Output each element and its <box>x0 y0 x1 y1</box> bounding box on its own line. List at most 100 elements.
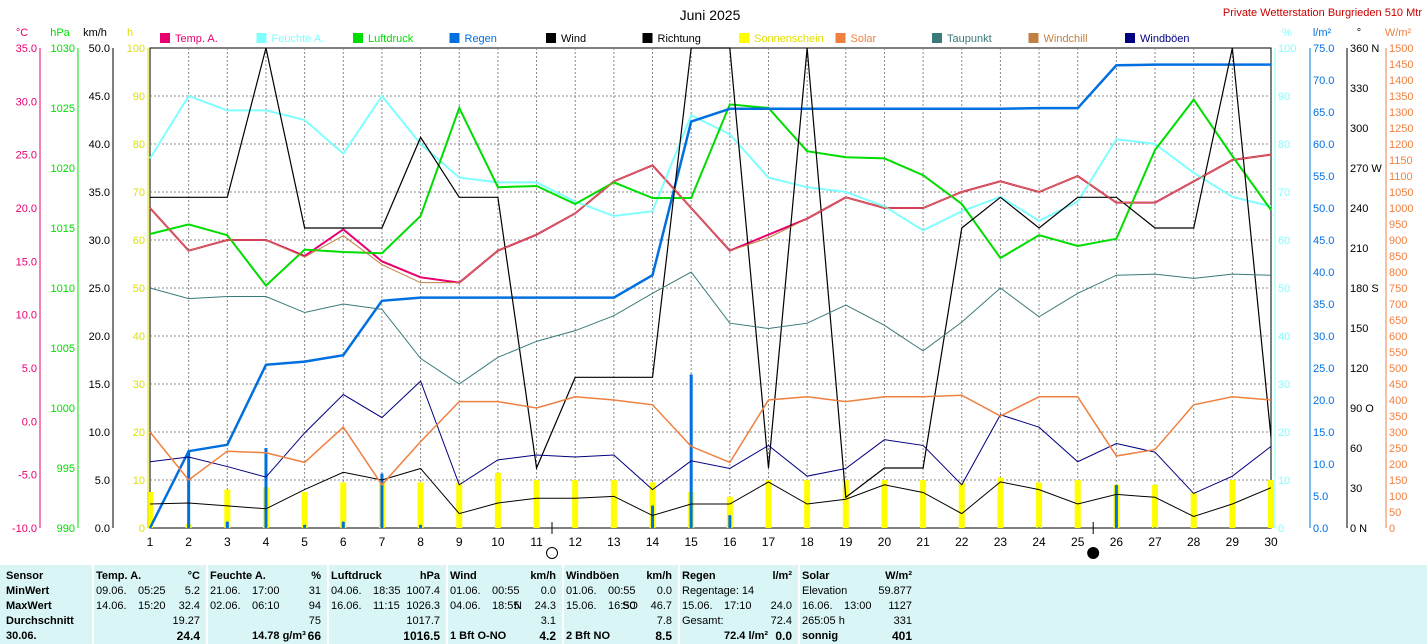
stats-cell: 14.78 g/m³ <box>252 630 306 642</box>
x-tick-label: 14 <box>646 535 660 549</box>
x-tick-label: 11 <box>530 535 543 549</box>
stats-value: 8.5 <box>655 629 672 643</box>
legend-swatch-gusts <box>1125 33 1135 43</box>
legend-swatch-windchill <box>1028 33 1039 43</box>
temp-tick-label: 35.0 <box>16 43 37 55</box>
sunshine-bar <box>1268 480 1274 528</box>
stats-header-label: Temp. A. <box>96 570 142 582</box>
stats-header: Temp. A. °C <box>94 569 206 584</box>
sunshine-bar <box>765 480 772 528</box>
temp-unit: °C <box>16 27 28 39</box>
stats-cell: 16:50 <box>608 600 636 612</box>
direction-tick-label: 360 N <box>1350 43 1379 55</box>
humidity-tick-label: 70 <box>1278 187 1290 199</box>
stats-cell: 09.06. <box>96 585 127 597</box>
solar-tick-label: 500 <box>1389 363 1407 375</box>
stats-cell: sonnig <box>802 630 839 642</box>
stats-row-label: MaxWert <box>6 600 52 612</box>
x-tick-label: 4 <box>263 535 270 549</box>
rain-bar <box>1114 485 1118 528</box>
x-tick-label: 12 <box>569 535 583 549</box>
rain-tick-label: 35.0 <box>1313 299 1334 311</box>
stats-value: 1016.5 <box>403 629 440 643</box>
stats-value: 1127 <box>888 600 912 612</box>
legend-label-direction: Richtung <box>658 33 701 45</box>
rain-tick-label: 65.0 <box>1313 107 1334 119</box>
stats-cell: 2 Bft NO <box>566 630 610 642</box>
sunshine-bar <box>1036 482 1043 528</box>
rain-bar <box>689 374 693 528</box>
moon-phases <box>546 522 1100 559</box>
rain-tick-label: 50.0 <box>1313 203 1334 215</box>
solar-tick-label: 600 <box>1389 331 1407 343</box>
legend-swatch-sunshine <box>739 33 749 43</box>
pressure-tick-label: 1025 <box>51 103 75 115</box>
stats-row-label: MinWert <box>6 585 50 597</box>
legend-label-windchill: Windchill <box>1044 33 1088 45</box>
humidity-tick-label: 10 <box>1278 475 1290 487</box>
direction-tick-label: 150 <box>1350 323 1368 335</box>
stats-cell: 13:00 <box>844 600 872 612</box>
stats-value: 1007.4 <box>406 585 440 597</box>
sunshine-bar <box>1152 484 1159 528</box>
sunshine-tick-label: 60 <box>133 235 145 247</box>
direction-tick-label: 210 <box>1350 243 1368 255</box>
sunshine-bar <box>340 482 347 528</box>
stats-cell: 02.06. <box>210 600 241 612</box>
sunshine-tick-label: 20 <box>133 427 145 439</box>
sunshine-tick-label: 80 <box>133 139 145 151</box>
stats-value: 24.0 <box>770 600 792 612</box>
sunshine-bar <box>417 482 424 528</box>
stats-row: 75 <box>208 614 327 629</box>
rain-bar <box>341 521 345 528</box>
stats-column-4: Wind km/h 01.06. 00:55 0.0 04.06. 18:55 N 24.3 3.… <box>446 565 562 644</box>
full-moon-icon <box>546 547 559 559</box>
x-tick-label: 9 <box>456 535 463 549</box>
pressure-tick-label: 995 <box>57 463 75 475</box>
temp-tick-label: 5.0 <box>22 363 37 375</box>
sunshine-bar <box>649 482 656 528</box>
humidity-tick-label: 80 <box>1278 139 1290 151</box>
stats-row: 21.06. 17:00 31 <box>208 584 327 599</box>
rain-bar <box>728 515 732 528</box>
chart-legend: Temp. A. Feuchte A. Luftdruck Regen Wind Rich… <box>160 33 1190 45</box>
stats-value: 0.0 <box>540 585 556 597</box>
direction-tick-label: 120 <box>1350 363 1368 375</box>
stats-column-7: Solar W/m² Elevation 59.877 16.06. 13:00 1127 2… <box>798 565 918 644</box>
x-tick-label: 25 <box>1071 535 1085 549</box>
sunshine-bar <box>147 492 153 528</box>
stats-row: 19.27 <box>94 614 206 629</box>
sunshine-bar <box>456 482 463 528</box>
rain-tick-label: 75.0 <box>1313 43 1334 55</box>
x-tick-label: 1 <box>147 535 154 549</box>
pressure-tick-label: 1015 <box>51 223 75 235</box>
solar-tick-label: 50 <box>1389 507 1401 519</box>
rain-bar <box>419 524 423 528</box>
solar-tick-label: 0 <box>1389 523 1395 535</box>
legend-label-rain: Regen <box>465 33 497 45</box>
statistics-panel: Sensor MinWert MaxWert Durchschnitt 30.06. Te… <box>0 565 1427 644</box>
stats-cell: Regentage: 14 <box>682 585 755 597</box>
direction-tick-label: 180 S <box>1350 283 1379 295</box>
sunshine-bar <box>224 489 231 528</box>
solar-tick-label: 300 <box>1389 427 1407 439</box>
rain-line <box>148 63 1271 529</box>
legend-label-solar: Solar <box>851 33 877 45</box>
x-tick-label: 19 <box>839 535 853 549</box>
humidity-unit: % <box>1282 27 1292 39</box>
stats-cell: 16.06. <box>331 600 362 612</box>
temp-line <box>149 153 1272 284</box>
rain-bar <box>380 473 384 528</box>
rain-tick-label: 70.0 <box>1313 75 1334 87</box>
stats-row: 265:05 h 331 <box>800 614 918 629</box>
rain-tick-label: 5.0 <box>1313 491 1328 503</box>
wind-tick-label: 40.0 <box>89 139 110 151</box>
direction-tick-label: 30 <box>1350 483 1362 495</box>
stats-value: 401 <box>891 629 912 643</box>
stats-row: Regentage: 14 <box>680 584 798 599</box>
x-tick-label: 10 <box>491 535 505 549</box>
solar-tick-label: 250 <box>1389 443 1407 455</box>
stats-value: 59.877 <box>878 585 912 597</box>
rain-bar <box>187 451 191 528</box>
stats-cell: 18:55 <box>492 600 520 612</box>
